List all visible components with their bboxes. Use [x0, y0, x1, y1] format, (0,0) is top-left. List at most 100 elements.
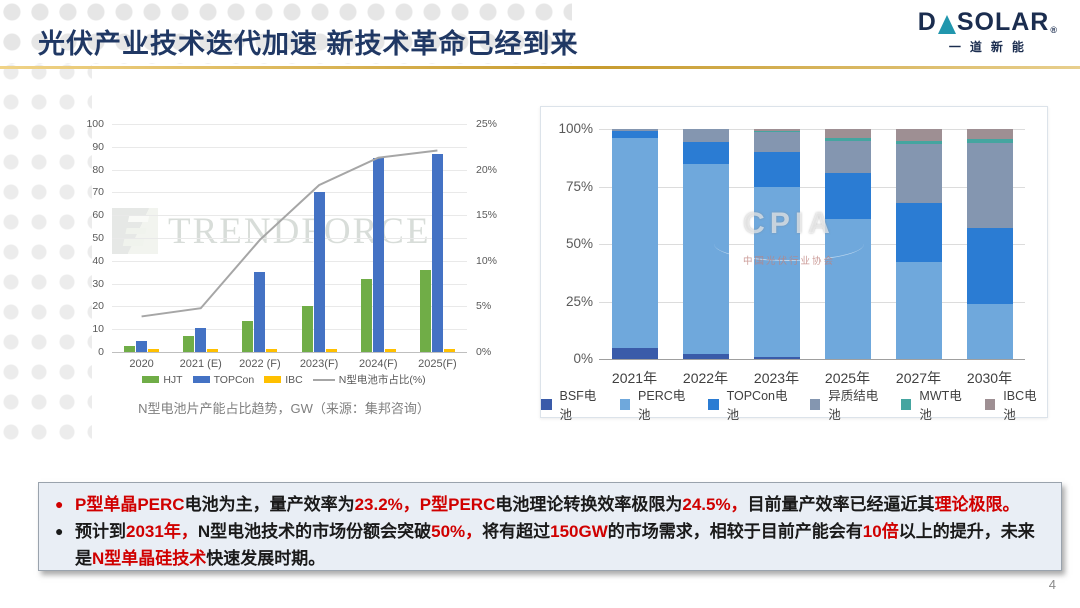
- x-axis-label: 2022 (F): [239, 358, 281, 370]
- background-dot-pattern-left: [0, 0, 92, 448]
- text-segment: 理论极限。: [934, 495, 1020, 514]
- segment-异质结电池: [611, 129, 658, 132]
- legend-swatch-HJT: [142, 376, 160, 383]
- legend-item-BSF电池: BSF电池: [541, 385, 607, 423]
- legend-swatch-MWT电池: [900, 398, 912, 410]
- x-axis-label: 2025(F): [418, 358, 457, 370]
- stacked-bar-2025年: [824, 129, 871, 359]
- gridline: [112, 260, 467, 262]
- right-axis-tick: 0%: [476, 346, 492, 358]
- legend-item-IBC电池: IBC电池: [984, 385, 1047, 423]
- left-axis-tick: 30: [92, 277, 104, 290]
- text-segment: 电池理论转换效率极限为: [495, 495, 683, 514]
- x-axis-label: 2027年: [895, 370, 942, 386]
- segment-PERC电池: [824, 218, 871, 359]
- segment-MWT电池: [753, 131, 800, 133]
- bar-HJT: [419, 269, 431, 352]
- x-axis-label: 2023年: [753, 370, 800, 386]
- text-segment: 快速发展时期。: [206, 549, 326, 568]
- segment-TOPCon电池: [682, 141, 729, 164]
- x-axis-label: 2030年: [966, 370, 1013, 386]
- bar-HJT: [242, 321, 254, 352]
- right-chart-legend: BSF电池 PERC电池 TOPCon电池 异质结电池 MWT电池 IBC电池: [541, 385, 1047, 423]
- left-chart-n-type-capacity: TRENDFORCE 0 10 20 30 40 50 60 70 80 90 100 0% 5% 10%…: [78, 100, 497, 430]
- segment-IBC电池: [753, 129, 800, 132]
- gridline: [599, 301, 1025, 303]
- segment-异质结电池: [682, 129, 729, 142]
- bar-IBC: [443, 348, 455, 352]
- left-axis-tick: 100: [86, 118, 104, 130]
- right-axis-tick: 25%: [476, 118, 498, 130]
- legend-label: MWT电池: [919, 389, 962, 422]
- gridline: [599, 186, 1025, 188]
- right-axis-tick: 15%: [476, 209, 498, 222]
- gridline: [112, 215, 467, 217]
- right-chart-plot-area: 0% 25% 50% 75% 100% 2021年 2022年 2023年 2025年 2027年…: [558, 121, 1025, 386]
- segment-MWT电池: [966, 139, 1013, 143]
- line-series-N型电池市占比(%): [141, 149, 438, 318]
- segment-MWT电池: [824, 138, 871, 141]
- gridline: [112, 192, 467, 194]
- x-axis-label: 2023(F): [299, 358, 339, 370]
- left-axis-tick: 80: [92, 163, 104, 176]
- text-segment: 150GW: [550, 522, 608, 541]
- stacked-bar-2027年: [895, 129, 942, 359]
- gridline: [112, 352, 467, 353]
- bar-TOPCon: [372, 158, 384, 352]
- segment-BSF电池: [753, 356, 800, 359]
- logo-triangle-icon: [937, 15, 956, 34]
- left-axis-tick: 70: [92, 186, 104, 199]
- legend-label: N型电池市占比(%): [338, 374, 426, 386]
- bar-HJT: [360, 279, 372, 352]
- segment-PERC电池: [753, 186, 800, 357]
- text-segment: 23.2%，: [354, 495, 420, 514]
- logo-wordmark: D SOLAR ®: [918, 10, 1058, 35]
- gridline: [599, 129, 1025, 130]
- legend-line-N型电池市占比(%): [312, 378, 335, 381]
- gridline: [112, 124, 467, 125]
- legend-item-TOPCon: TOPCon: [192, 374, 254, 386]
- registered-mark: ®: [1050, 25, 1058, 35]
- segment-PERC电池: [611, 138, 658, 348]
- gridline: [599, 359, 1025, 360]
- text-segment: 10倍: [862, 522, 899, 541]
- legend-swatch-PERC电池: [619, 398, 631, 410]
- x-axis-label: 2021年: [611, 370, 658, 386]
- text-segment: 将有超过: [482, 522, 551, 541]
- legend-swatch-TOPCon电池: [708, 398, 719, 410]
- gold-divider-line: [0, 66, 1080, 69]
- gridline: [112, 238, 467, 239]
- left-axis-tick: 20: [92, 300, 104, 313]
- legend-item-TOPCon电池: TOPCon电池: [708, 385, 797, 423]
- text-segment: 以上的提升，未来是: [75, 522, 1035, 568]
- logo-letters-solar: SOLAR: [956, 8, 1050, 36]
- bar-IBC: [266, 348, 278, 352]
- legend-swatch-BSF电池: [541, 398, 552, 410]
- bullet-item-1: ● P型单晶PERC电池为主，量产效率为23.2%，P型PERC电池理论转换效率极…: [51, 491, 1047, 518]
- stacked-bar-2023年: [753, 129, 800, 359]
- bullet-item-2: ● 预计到2031年，N型电池技术的市场份额会突破50%，将有超过150GW的市场…: [51, 518, 1047, 572]
- bullet-marker: ●: [55, 496, 64, 512]
- bar-TOPCon: [313, 192, 325, 352]
- legend-label: HJT: [163, 373, 183, 386]
- segment-IBC电池: [966, 129, 1013, 140]
- text-segment: 的市场需求，相较于目前产能会有: [607, 522, 863, 541]
- right-axis-tick: 20%: [476, 163, 498, 176]
- logo-subtitle: 一道新能: [948, 40, 1033, 54]
- logo-letter-d: D: [917, 8, 937, 36]
- bar-TOPCon: [254, 272, 266, 352]
- legend-label: IBC电池: [1003, 389, 1037, 422]
- right-axis-tick: 10%: [476, 254, 498, 267]
- bar-HJT: [183, 336, 195, 352]
- text-segment: 24.5%，: [682, 495, 748, 514]
- bar-TOPCon: [136, 340, 148, 352]
- stacked-bar-2030年: [966, 129, 1013, 359]
- gridline: [112, 329, 467, 331]
- x-axis-label: 2022年: [682, 370, 729, 386]
- page-number: 4: [1048, 577, 1056, 592]
- legend-label: TOPCon电池: [726, 389, 788, 422]
- key-points-panel: ● P型单晶PERC电池为主，量产效率为23.2%，P型PERC电池理论转换效率极…: [38, 482, 1062, 571]
- text-segment: P型PERC: [419, 495, 496, 514]
- segment-MWT电池: [895, 140, 942, 144]
- legend-swatch-异质结电池: [809, 398, 821, 410]
